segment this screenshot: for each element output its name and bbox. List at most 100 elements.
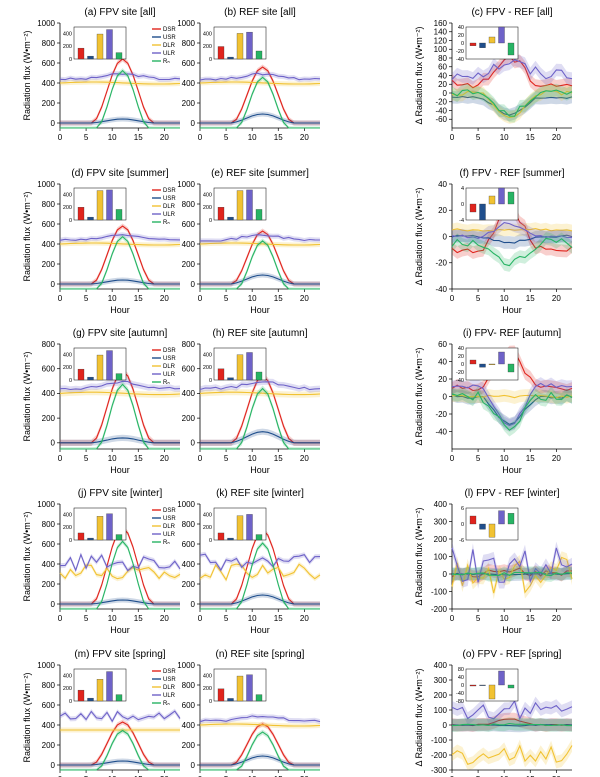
x-axis-label: Hour — [250, 465, 270, 475]
inset-bar-Rₙ — [507, 684, 515, 689]
x-tick-label: 0 — [198, 294, 203, 303]
inset-bar-chart: 0 200 400 — [63, 26, 127, 63]
x-tick-label: 15 — [134, 294, 143, 303]
y-tick-label: 800 — [182, 200, 196, 209]
inset-bar-ULR — [498, 26, 505, 44]
inset-bar-USR — [227, 377, 234, 381]
y-tick-label: 100 — [434, 706, 448, 715]
y-tick-label: 400 — [182, 560, 196, 569]
inset-bar-USR — [479, 203, 486, 221]
line-DLR — [451, 394, 573, 399]
y-tick-label: 200 — [182, 260, 196, 269]
line-ULR — [59, 234, 181, 241]
y-tick-label: 600 — [42, 540, 56, 549]
x-tick-label: 0 — [198, 454, 203, 463]
inset-bar-Rₙ — [507, 513, 515, 525]
line-USR — [451, 394, 573, 425]
inset-bar-DLR — [236, 33, 244, 60]
panel-o: (o) FPV - REF [spring]-300-200-100010020… — [414, 649, 573, 777]
panel-m: (m) FPV site [spring]0200400600800100005… — [22, 649, 181, 777]
y-tick-label: 1000 — [37, 661, 55, 670]
line-DLR — [199, 723, 321, 727]
inset-tick-label: 200 — [63, 525, 72, 531]
inset-tick-label: 0 — [69, 218, 72, 224]
x-tick-label: 5 — [224, 614, 229, 623]
inset-tick-label: 200 — [203, 365, 212, 371]
inset-tick-label: 200 — [63, 44, 72, 50]
y-tick-label: 20 — [438, 206, 447, 215]
band-DSR — [452, 204, 572, 259]
inset-bar-ULR — [498, 670, 505, 686]
y-tick-label: 800 — [42, 520, 56, 529]
y-tick-label: 0 — [191, 280, 196, 289]
x-tick-label: 5 — [224, 775, 229, 777]
x-tick-label: 20 — [552, 133, 561, 142]
x-tick-label: 0 — [450, 775, 455, 777]
inset-bar-chart: -6 0 6 — [459, 506, 519, 544]
line-USR — [200, 431, 320, 444]
x-tick-label: 15 — [274, 133, 283, 142]
line-ULR — [451, 382, 573, 427]
inset-bar-chart: -4 0 4 — [459, 186, 519, 224]
x-tick-label: 10 — [108, 775, 117, 777]
inset-bar-chart: 0 200 400 — [203, 347, 267, 384]
panel-title: (h) REF site [autumn] — [212, 328, 307, 339]
legend-label: ULR — [163, 51, 176, 57]
inset-bar-DSR — [77, 689, 85, 702]
inset-bar-Rₙ — [115, 209, 123, 221]
y-tick-label: 0 — [191, 119, 196, 128]
y-tick-label: 400 — [182, 721, 196, 730]
inset-tick-label: 400 — [203, 192, 212, 198]
y-tick-label: -200 — [431, 605, 448, 614]
inset-bar-ULR — [246, 514, 253, 541]
line-DLR — [451, 744, 573, 765]
inset-bar-Rₙ — [115, 694, 123, 702]
legend-label: DLR — [163, 685, 176, 691]
panel-title: (e) REF site [summer] — [211, 168, 309, 179]
inset-bar-USR — [227, 216, 234, 221]
inset-bar-chart: 0 200 400 — [203, 26, 267, 63]
x-tick-label: 20 — [160, 133, 169, 142]
inset-bar-chart: 0 200 400 — [203, 668, 267, 705]
line-Rₙ — [200, 542, 320, 610]
band-Rₙ — [452, 717, 572, 732]
legend-label: Rₙ — [163, 540, 170, 546]
inset-bar-DLR — [236, 675, 244, 702]
inset-bar-USR — [87, 697, 94, 702]
x-tick-label: 20 — [300, 454, 309, 463]
x-axis-label: Hour — [110, 625, 130, 635]
y-axis-label: Δ Radiation flux (W•m⁻²) — [414, 669, 424, 767]
y-tick-label: -200 — [431, 751, 448, 760]
inset-bar-USR — [87, 55, 94, 60]
y-tick-label: 40 — [438, 71, 447, 80]
x-tick-label: 20 — [160, 454, 169, 463]
inset-tick-label: 0 — [461, 362, 464, 368]
inset-bar-USR — [479, 684, 486, 686]
x-tick-label: 20 — [300, 133, 309, 142]
inset-bar-Rₙ — [255, 534, 263, 541]
x-tick-label: 15 — [134, 133, 143, 142]
y-tick-label: 20 — [438, 375, 447, 384]
y-tick-label: 80 — [438, 54, 447, 63]
x-tick-label: 0 — [450, 133, 455, 142]
y-tick-label: 800 — [42, 39, 56, 48]
x-tick-label: 15 — [274, 294, 283, 303]
line-Rₙ — [60, 383, 180, 450]
line-DLR — [59, 81, 181, 85]
line-USR — [60, 437, 180, 444]
line-Rₙ — [200, 240, 320, 290]
band-Rₙ — [452, 385, 572, 437]
x-tick-label: 10 — [500, 294, 509, 303]
x-tick-label: 5 — [84, 614, 89, 623]
y-axis-label: Radiation flux (W•m⁻²) — [22, 352, 32, 442]
y-tick-label: 1000 — [177, 19, 195, 28]
line-DLR — [199, 81, 321, 85]
inset-bar-ULR — [106, 29, 113, 60]
panel-title: (n) REF site [spring] — [216, 649, 305, 660]
line-USR — [60, 760, 180, 766]
inset-tick-label: 200 — [203, 44, 212, 50]
inset-tick-label: 40 — [458, 346, 464, 352]
